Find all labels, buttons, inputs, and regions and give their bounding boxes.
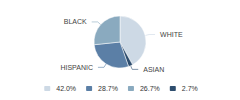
svg-text:2.7%: 2.7% bbox=[182, 85, 198, 92]
svg-text:42.0%: 42.0% bbox=[56, 85, 76, 92]
svg-text:BLACK: BLACK bbox=[64, 18, 87, 25]
svg-text:26.7%: 26.7% bbox=[140, 85, 160, 92]
svg-text:WHITE: WHITE bbox=[160, 31, 183, 38]
svg-text:ASIAN: ASIAN bbox=[143, 66, 164, 73]
svg-text:HISPANIC: HISPANIC bbox=[60, 64, 93, 71]
svg-text:28.7%: 28.7% bbox=[98, 85, 118, 92]
